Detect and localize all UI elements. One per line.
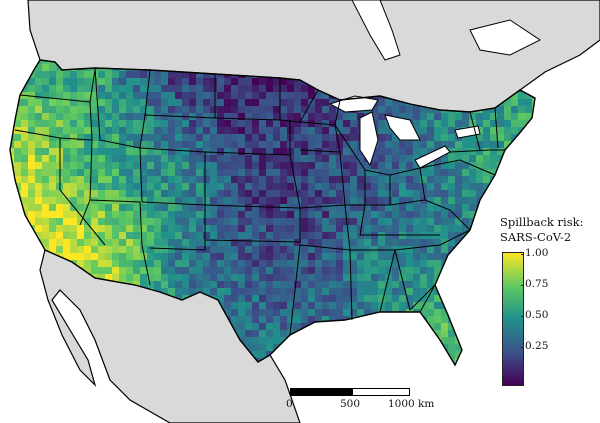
scale-segment-black [290, 388, 352, 396]
scale-label-mid: 500 [340, 398, 361, 410]
scale-bar: 0 500 1000 km [284, 383, 444, 419]
legend-title-line2: SARS-CoV-2 [500, 230, 572, 244]
legend-colorbar [502, 252, 524, 386]
legend-title: Spillback risk: SARS-CoV-2 [500, 215, 583, 245]
color-legend: Spillback risk: SARS-CoV-2 1.00 0.75 0.5… [500, 215, 600, 386]
scale-label-end: 1000 km [388, 398, 435, 410]
scale-label-start: 0 [286, 398, 293, 410]
legend-tick-1: 1.00 [520, 247, 549, 259]
legend-tick-3: 0.50 [520, 309, 549, 321]
great-lakes [328, 95, 481, 169]
legend-tick-4: 0.25 [520, 340, 549, 352]
scale-segment-white [352, 388, 410, 396]
legend-title-line1: Spillback risk: [500, 215, 584, 229]
legend-tick-2: 0.75 [520, 278, 549, 290]
state-borders [9, 59, 536, 367]
